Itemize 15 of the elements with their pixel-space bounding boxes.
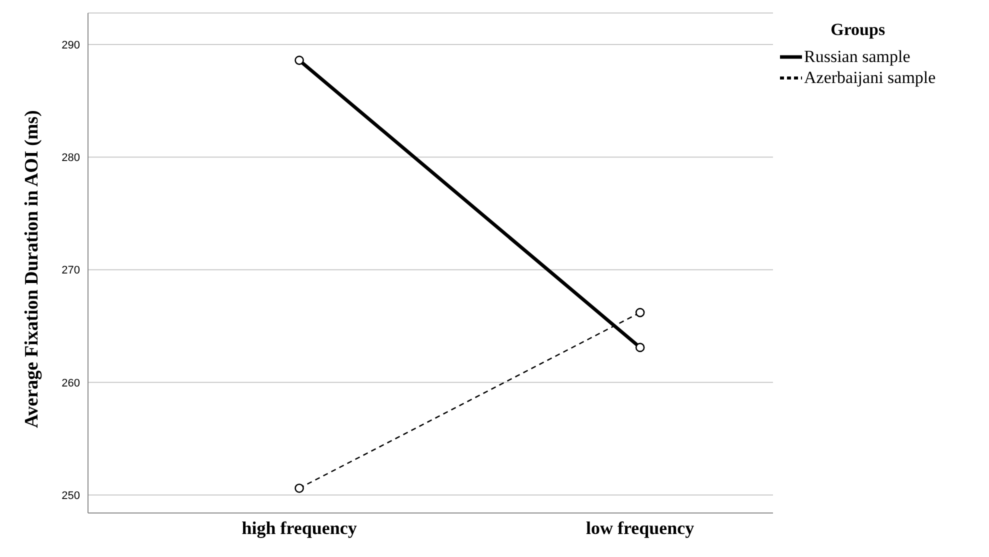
y-tick-label: 250 — [62, 490, 80, 502]
y-tick-label: 260 — [62, 377, 80, 390]
legend-label: Azerbaijani sample — [804, 68, 936, 88]
point — [635, 342, 645, 352]
y-tick-label: 280 — [62, 152, 80, 164]
x-tick-label: low frequency — [586, 518, 694, 538]
y-tick-label: 270 — [62, 264, 80, 277]
legend-title: Groups — [830, 20, 886, 40]
y-axis-title: Average Fixation Duration in AOI (ms) — [22, 110, 43, 428]
legend-label: Russian sample — [804, 46, 910, 66]
point — [635, 308, 645, 318]
point — [294, 56, 304, 65]
point — [294, 484, 304, 493]
y-tick-label: 290 — [62, 39, 80, 52]
x-tick-label: high frequency — [242, 518, 357, 538]
